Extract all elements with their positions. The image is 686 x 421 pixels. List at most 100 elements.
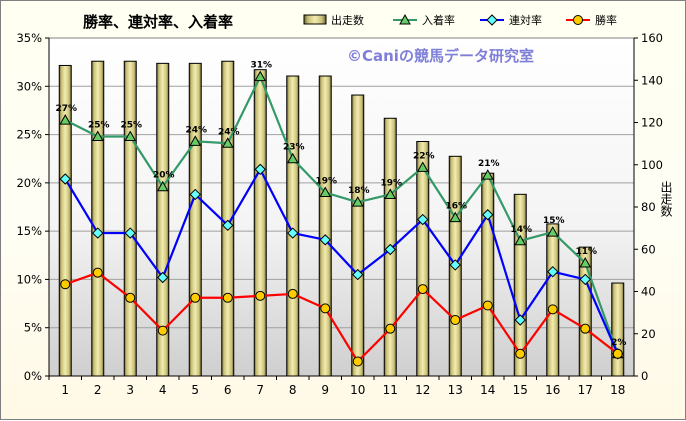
入着率-point-14 bbox=[481, 169, 494, 180]
勝率-point-11 bbox=[385, 323, 396, 334]
入着率-point-16 bbox=[546, 226, 559, 237]
連対率-point-5 bbox=[189, 188, 201, 201]
連対率-point-3 bbox=[124, 227, 136, 239]
勝率-point-6 bbox=[222, 292, 233, 303]
legend-label-入着率: 入着率 bbox=[422, 13, 455, 27]
連対率-point-4 bbox=[157, 271, 169, 284]
bar-18 bbox=[611, 282, 625, 377]
x-tick-label: 2 bbox=[94, 383, 102, 397]
data-label: 24% bbox=[185, 125, 207, 135]
連対率-point-9 bbox=[319, 234, 331, 246]
series-line-勝率 bbox=[64, 271, 619, 363]
legend-label-連対率: 連対率 bbox=[509, 13, 542, 27]
勝率-point-3 bbox=[125, 292, 136, 303]
watermark-text: ©Caniの競馬データ研究室 bbox=[347, 47, 534, 65]
勝率-point-1 bbox=[60, 279, 71, 290]
x-tick-label: 15 bbox=[513, 383, 528, 397]
x-tick-label: 7 bbox=[256, 383, 264, 397]
data-label: 16% bbox=[445, 202, 467, 212]
data-label: 22% bbox=[413, 151, 435, 161]
x-tick-label: 16 bbox=[545, 383, 560, 397]
x-tick-label: 9 bbox=[321, 383, 329, 397]
x-tick-label: 8 bbox=[289, 383, 297, 397]
right-axis-label: 出走数 bbox=[659, 181, 673, 217]
勝率-point-2 bbox=[92, 267, 103, 278]
入着率-point-legend bbox=[399, 13, 411, 25]
x-tick-label: 14 bbox=[480, 383, 495, 397]
bar-3 bbox=[123, 60, 137, 377]
data-label: 20% bbox=[153, 171, 175, 181]
data-label: 25% bbox=[120, 121, 142, 131]
data-label: 2% bbox=[611, 338, 626, 348]
勝率-point-8 bbox=[287, 288, 298, 299]
連対率-point-6 bbox=[222, 219, 234, 232]
勝率-point-16 bbox=[547, 304, 558, 315]
勝率-point-17 bbox=[580, 323, 591, 334]
right-tick-label: 40 bbox=[641, 285, 656, 299]
入着率-point-13 bbox=[449, 211, 462, 223]
data-label: 27% bbox=[55, 104, 77, 114]
data-label: 31% bbox=[250, 61, 272, 71]
連対率-point-12 bbox=[417, 213, 429, 226]
left-tick-label: 0% bbox=[24, 369, 42, 383]
legend-label-勝率: 勝率 bbox=[595, 13, 617, 27]
入着率-point-12 bbox=[416, 161, 429, 172]
連対率-point-11 bbox=[384, 243, 396, 256]
right-tick-label: 160 bbox=[641, 31, 663, 45]
series-line-連対率 bbox=[64, 168, 619, 355]
連対率-point-8 bbox=[287, 227, 299, 239]
data-label: 18% bbox=[348, 186, 370, 196]
連対率-point-17 bbox=[579, 273, 591, 286]
連対率-point-14 bbox=[482, 209, 494, 221]
x-tick-label: 1 bbox=[61, 383, 69, 397]
left-tick-label: 25% bbox=[16, 128, 42, 142]
data-label: 15% bbox=[543, 216, 565, 226]
x-tick-label: 11 bbox=[383, 383, 398, 397]
x-tick-label: 6 bbox=[224, 383, 232, 397]
bar-14 bbox=[481, 172, 495, 377]
入着率-point-5 bbox=[189, 135, 202, 146]
勝率-point-4 bbox=[157, 325, 168, 336]
勝率-point-10 bbox=[352, 356, 363, 367]
入着率-point-11 bbox=[384, 188, 397, 199]
連対率-point-16 bbox=[547, 265, 559, 278]
right-tick-label: 60 bbox=[641, 242, 656, 256]
bar-5 bbox=[188, 62, 202, 377]
入着率-point-17 bbox=[579, 256, 592, 268]
勝率-point-12 bbox=[417, 284, 428, 295]
right-tick-label: 100 bbox=[641, 158, 663, 172]
勝率-point-legend bbox=[573, 15, 583, 25]
勝率-point-9 bbox=[320, 303, 331, 314]
x-tick-label: 4 bbox=[159, 383, 167, 397]
勝率-point-7 bbox=[255, 290, 266, 301]
入着率-point-3 bbox=[124, 130, 137, 142]
勝率-point-13 bbox=[450, 314, 461, 325]
連対率-point-13 bbox=[449, 259, 461, 271]
data-label: 11% bbox=[575, 247, 597, 257]
data-label: 21% bbox=[478, 159, 500, 169]
入着率-point-6 bbox=[221, 137, 234, 148]
plot-area bbox=[48, 37, 635, 377]
入着率-point-4 bbox=[156, 180, 169, 192]
bar-12 bbox=[416, 141, 430, 377]
連対率-point-1 bbox=[59, 173, 71, 185]
data-label: 14% bbox=[510, 225, 532, 235]
right-tick-label: 140 bbox=[641, 73, 663, 87]
x-tick-label: 3 bbox=[126, 383, 134, 397]
legend-bar-label: 出走数 bbox=[331, 13, 364, 27]
入着率-point-7 bbox=[254, 70, 267, 82]
chart-title: 勝率、連対率、入着率 bbox=[83, 13, 234, 31]
入着率-point-15 bbox=[514, 234, 527, 246]
連対率-point-10 bbox=[352, 268, 364, 281]
right-tick-label: 120 bbox=[641, 116, 663, 130]
連対率-point-15 bbox=[514, 314, 526, 326]
勝率-point-18 bbox=[612, 348, 623, 359]
data-label: 19% bbox=[315, 177, 337, 187]
x-tick-label: 13 bbox=[448, 383, 463, 397]
series-line-入着率 bbox=[64, 75, 619, 355]
left-tick-label: 5% bbox=[24, 321, 42, 335]
data-label: 24% bbox=[218, 127, 240, 137]
入着率-point-2 bbox=[91, 130, 104, 142]
data-label: 25% bbox=[88, 121, 110, 131]
